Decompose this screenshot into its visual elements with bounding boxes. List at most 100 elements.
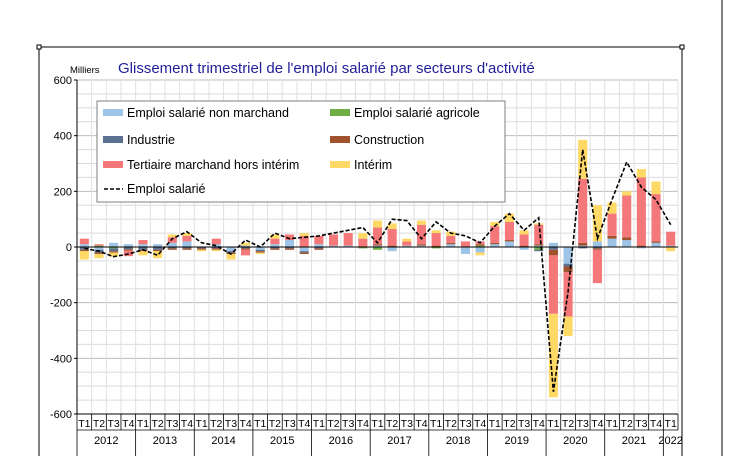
year-label: 2020 [563, 435, 587, 447]
bar-segment-4 [255, 251, 265, 253]
bar-segment-6 [651, 181, 661, 195]
bar-segment-5 [592, 249, 602, 284]
bar-segment-1 [255, 247, 265, 250]
year-label: 2022 [658, 435, 682, 447]
bar-segment-6 [211, 249, 221, 252]
category-label: T3 [342, 418, 354, 430]
bar-segment-4 [563, 266, 573, 273]
legend-swatch [330, 161, 350, 168]
bar-segment-6 [475, 252, 485, 256]
bar-segment-4 [123, 249, 133, 251]
bar-segment-1 [372, 245, 383, 247]
bar-segment-4 [299, 252, 309, 254]
frame-handle [36, 44, 42, 50]
bar-segment-1 [460, 247, 470, 254]
bar-segment-1 [211, 244, 221, 247]
bar-segment-5 [666, 231, 676, 246]
bar-segment-1 [387, 247, 397, 252]
bar-segment-6 [358, 233, 368, 239]
bar-segment-6 [153, 251, 163, 259]
bar-segment-4 [416, 244, 427, 246]
bar-segment-5 [387, 228, 397, 246]
bar-segment-1 [109, 242, 119, 247]
bar-segment-3 [255, 249, 265, 252]
bar-segment-1 [592, 241, 602, 247]
year-label: 2018 [446, 435, 470, 447]
category-label: T1 [489, 418, 501, 430]
bar-segment-6 [563, 316, 573, 337]
bar-segment-2 [94, 245, 104, 247]
legend-label: Construction [354, 133, 424, 147]
category-label: T3 [225, 418, 237, 430]
bar-segment-5 [416, 224, 427, 245]
bar-segment-4 [372, 244, 383, 246]
bar-segment-5 [358, 238, 368, 247]
bar-segment-6 [607, 202, 617, 214]
year-label: 2016 [329, 435, 353, 447]
category-label: T2 [503, 418, 515, 430]
bar-segment-5 [490, 226, 500, 243]
year-label: 2015 [270, 435, 294, 447]
bar-segment-5 [460, 241, 470, 247]
bar-segment-5 [519, 234, 529, 246]
bar-segment-1 [534, 245, 544, 247]
legend-swatch [103, 136, 123, 143]
bar-segment-5 [548, 255, 558, 314]
chart-title: Glissement trimestriel de l'emploi salar… [118, 60, 535, 77]
bar-segment-1 [416, 245, 427, 247]
bar-segment-5 [79, 238, 89, 245]
bar-segment-3 [182, 247, 192, 249]
bar-segment-5 [241, 249, 251, 256]
bar-segment-5 [328, 234, 339, 246]
legend-box [96, 100, 506, 203]
category-label: T1 [313, 418, 325, 430]
year-label: 2021 [622, 435, 646, 447]
year-label: 2014 [211, 435, 235, 447]
bar-segment-1 [94, 247, 104, 250]
bar-segment-5 [607, 213, 617, 236]
bar-segment-6 [372, 220, 383, 228]
bar-segment-1 [578, 245, 588, 247]
bar-segment-5 [372, 227, 383, 245]
bar-segment-3 [226, 251, 236, 253]
bar-segment-1 [182, 241, 192, 247]
bar-segment-3 [548, 247, 558, 250]
bar-segment-4 [504, 240, 514, 242]
bar-segment-3 [167, 247, 177, 249]
bar-segment-4 [578, 242, 588, 246]
y-tick-label: -400 [50, 353, 72, 365]
bar-segment-6 [270, 234, 280, 239]
category-label: T4 [239, 418, 251, 430]
category-label: T1 [606, 418, 618, 430]
category-label: T1 [430, 418, 442, 430]
bar-segment-1 [548, 242, 558, 247]
bar-segment-1 [241, 245, 251, 247]
bar-segment-3 [563, 263, 573, 267]
bar-segment-1 [285, 240, 295, 247]
bar-segment-6 [519, 230, 529, 235]
bar-segment-6 [94, 253, 104, 259]
bar-segment-2 [431, 247, 441, 249]
bar-segment-4 [285, 248, 295, 250]
category-label: T4 [650, 418, 662, 430]
bar-segment-4 [592, 248, 602, 250]
bar-segment-6 [431, 230, 441, 234]
frame-handle [679, 44, 685, 50]
bar-segment-5 [182, 235, 192, 242]
bar-segment-4 [446, 242, 456, 245]
bar-segment-5 [167, 237, 177, 243]
category-label: T3 [283, 418, 295, 430]
total-employment-line [84, 149, 672, 392]
year-label: 2013 [153, 435, 177, 447]
category-label: T4 [533, 418, 545, 430]
bar-segment-3 [211, 247, 221, 249]
bar-segment-1 [328, 245, 339, 247]
bar-segment-1 [446, 244, 456, 247]
bar-segment-5 [94, 244, 104, 246]
bar-segment-6 [622, 191, 632, 196]
bar-segment-3 [285, 247, 295, 249]
bar-segment-6 [299, 233, 309, 236]
bar-segment-2 [109, 247, 119, 249]
bar-segment-4 [475, 244, 485, 246]
